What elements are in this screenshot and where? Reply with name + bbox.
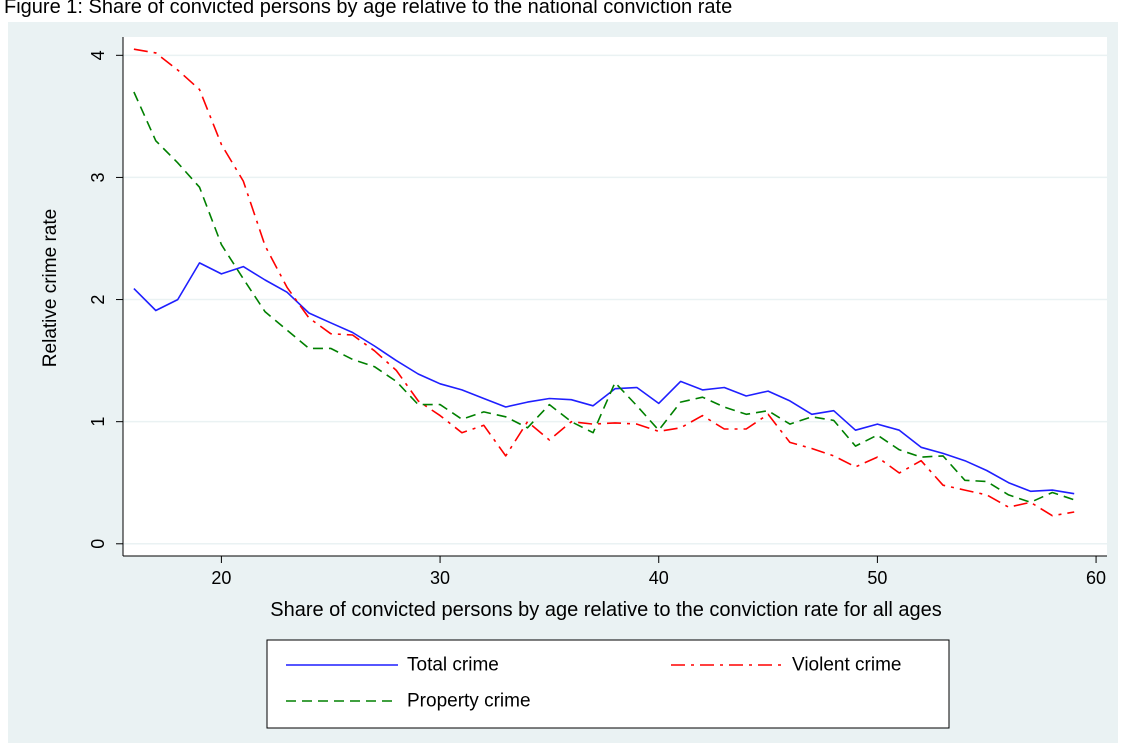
y-axis-label: Relative crime rate	[40, 209, 61, 367]
series-line-property-crime	[133, 91, 1075, 504]
legend: Total crime Violent crime Property crime	[266, 639, 950, 729]
x-tick-label: 60	[1086, 568, 1106, 588]
figure-title: Figure 1: Share of convicted persons by …	[4, 0, 733, 18]
line-chart: 0 1 2 3 4 20 30 40 50 60 Relative crime rate Shar…	[40, 37, 1107, 729]
legend-box	[266, 639, 950, 729]
series-line-violent-crime	[133, 48, 1075, 517]
series-lines	[133, 48, 1075, 517]
x-tick-label: 50	[867, 568, 887, 588]
y-tick-label: 0	[88, 539, 108, 549]
y-tick-label: 3	[88, 172, 108, 182]
axes: 0 1 2 3 4 20 30 40 50 60	[88, 37, 1107, 588]
y-tick-label: 2	[88, 295, 108, 305]
grid-lines	[123, 54, 1107, 545]
y-tick-label: 1	[88, 417, 108, 427]
x-tick-label: 30	[430, 568, 450, 588]
x-tick-label: 20	[211, 568, 231, 588]
chart-frame: 0 1 2 3 4 20 30 40 50 60 Relative crime rate Shar…	[8, 22, 1118, 743]
legend-label: Total crime	[407, 655, 499, 676]
x-axis-label: Share of convicted persons by age relati…	[270, 599, 942, 621]
x-tick-label: 40	[649, 568, 669, 588]
series-line-total-crime	[133, 262, 1075, 495]
y-tick-label: 4	[88, 50, 108, 60]
legend-label: Violent crime	[792, 655, 901, 676]
legend-label: Property crime	[407, 691, 531, 712]
plot-background	[123, 37, 1107, 556]
